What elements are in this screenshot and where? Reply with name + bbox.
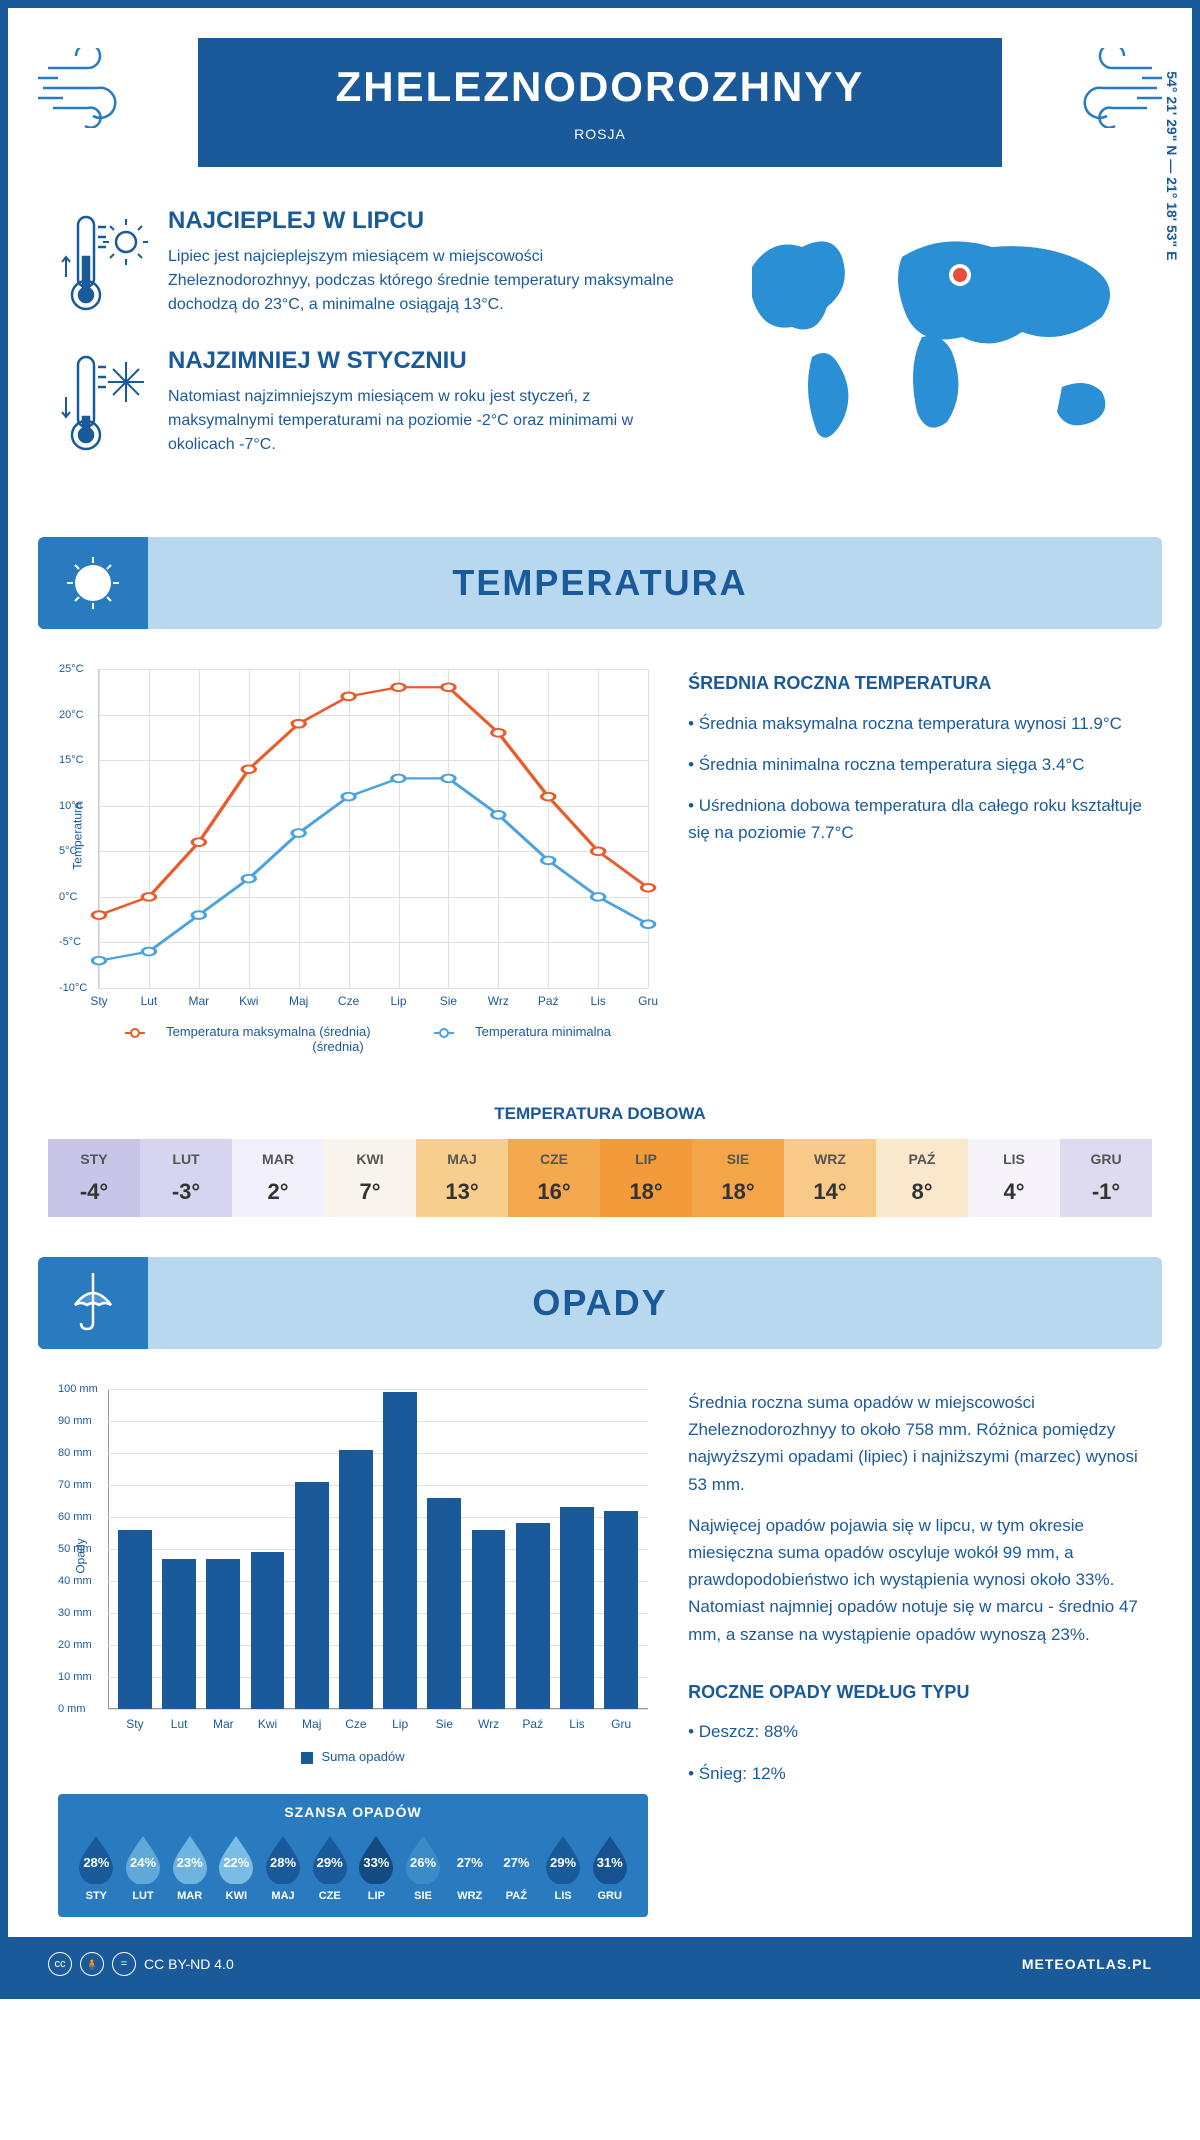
temp-cell: WRZ14° [784,1139,876,1217]
rain-type-item: • Deszcz: 88% [688,1718,1142,1745]
thermometer-hot-icon [58,207,148,317]
rain-drop-item: 29% CZE [306,1832,353,1902]
temp-bullet: • Średnia minimalna roczna temperatura s… [688,751,1142,778]
country-label: ROSJA [218,126,982,142]
rain-drop-item: 26% SIE [400,1832,447,1902]
temp-cell: MAJ13° [416,1139,508,1217]
rain-bar: Lip [383,1392,417,1709]
temp-cell: PAŹ8° [876,1139,968,1217]
precipitation-section-header: OPADY [38,1257,1162,1349]
city-title: ZHELEZNODOROZHNYY [218,63,982,111]
temp-cell: CZE16° [508,1139,600,1217]
rain-bar: Sty [118,1530,152,1709]
temp-cell: GRU-1° [1060,1139,1152,1217]
infographic-container: ZHELEZNODOROZHNYY ROSJA [0,0,1200,1999]
temp-bullet: • Średnia maksymalna roczna temperatura … [688,710,1142,737]
rain-bar: Kwi [251,1552,285,1709]
rain-chart-legend: Suma opadów [58,1749,648,1764]
daily-temp-title: TEMPERATURA DOBOWA [8,1104,1192,1124]
temp-cell: KWI7° [324,1139,416,1217]
umbrella-icon [63,1273,123,1333]
precipitation-bar-chart: Opady 0 mm10 mm20 mm30 mm40 mm50 mm60 mm… [108,1389,648,1709]
rain-para-1: Średnia roczna suma opadów w miejscowośc… [688,1389,1142,1498]
avg-temp-title: ŚREDNIA ROCZNA TEMPERATURA [688,669,1142,698]
rain-type-title: ROCZNE OPADY WEDŁUG TYPU [688,1678,1142,1707]
rain-bar: Maj [295,1482,329,1709]
coldest-block: NAJZIMNIEJ W STYCZNIU Natomiast najzimni… [58,347,682,457]
temperature-header-text: TEMPERATURA [38,562,1162,604]
rain-para-2: Najwięcej opadów pojawia się w lipcu, w … [688,1512,1142,1648]
rain-type-item: • Śnieg: 12% [688,1760,1142,1787]
footer: cc 🧍 = CC BY-ND 4.0 METEOATLAS.PL [8,1937,1192,1991]
temperature-line-chart: Temperatura -10°C-5°C0°C5°C10°C15°C20°C2… [98,669,648,989]
sun-icon [63,553,123,613]
rain-chance-box: SZANSA OPADÓW 28% STY 24% LUT 23% MAR 22… [58,1794,648,1917]
rain-drop-item: 27% WRZ [446,1832,493,1902]
temp-cell: STY-4° [48,1139,140,1217]
coldest-title: NAJZIMNIEJ W STYCZNIU [168,347,682,375]
rain-drop-item: 22% KWI [213,1832,260,1902]
rain-drop-item: 31% GRU [586,1832,633,1902]
temp-cell: MAR2° [232,1139,324,1217]
license-text: CC BY-ND 4.0 [144,1956,234,1972]
rain-drop-item: 33% LIP [353,1832,400,1902]
rain-bar: Sie [427,1498,461,1709]
temp-bullet: • Uśredniona dobowa temperatura dla całe… [688,792,1142,846]
warmest-block: NAJCIEPLEJ W LIPCU Lipiec jest najcieple… [58,207,682,317]
rain-drop-item: 28% MAJ [260,1832,307,1902]
rain-drop-item: 27% PAŹ [493,1832,540,1902]
site-label: METEOATLAS.PL [1022,1956,1152,1972]
temp-chart-legend: Temperatura maksymalna (średnia) Tempera… [58,1024,648,1054]
rain-drop-item: 24% LUT [120,1832,167,1902]
warmest-title: NAJCIEPLEJ W LIPCU [168,207,682,235]
rain-drop-item: 23% MAR [166,1832,213,1902]
rain-bar: Gru [604,1511,638,1709]
world-map: 54° 21' 29" N — 21° 18' 53" E [722,207,1142,487]
rain-bar: Wrz [472,1530,506,1709]
rain-bar: Paź [516,1523,550,1709]
wind-icon-right [1042,48,1162,128]
cc-icon: cc [48,1952,72,1976]
rain-bar: Cze [339,1450,373,1709]
temp-cell: LIS4° [968,1139,1060,1217]
temp-cell: LUT-3° [140,1139,232,1217]
by-icon: 🧍 [80,1952,104,1976]
temp-cell: SIE18° [692,1139,784,1217]
title-banner: ZHELEZNODOROZHNYY ROSJA [198,38,1002,167]
precipitation-header-text: OPADY [38,1282,1162,1324]
temp-cell: LIP18° [600,1139,692,1217]
top-info-row: NAJCIEPLEJ W LIPCU Lipiec jest najcieple… [8,187,1192,517]
daily-temp-table: STY-4° LUT-3° MAR2° KWI7° MAJ13° CZE16° … [48,1139,1152,1217]
temperature-section-header: TEMPERATURA [38,537,1162,629]
coordinates: 54° 21' 29" N — 21° 18' 53" E [1164,71,1180,260]
header: ZHELEZNODOROZHNYY ROSJA [8,8,1192,187]
rain-drop-item: 28% STY [73,1832,120,1902]
warmest-text: Lipiec jest najcieplejszym miesiącem w m… [168,245,682,317]
rain-drop-item: 29% LIS [540,1832,587,1902]
rain-bar: Lut [162,1559,196,1709]
coldest-text: Natomiast najzimniejszym miesiącem w rok… [168,385,682,457]
rain-bar: Lis [560,1507,594,1709]
wind-icon-left [38,48,158,128]
nd-icon: = [112,1952,136,1976]
thermometer-cold-icon [58,347,148,457]
rain-bar: Mar [206,1559,240,1709]
